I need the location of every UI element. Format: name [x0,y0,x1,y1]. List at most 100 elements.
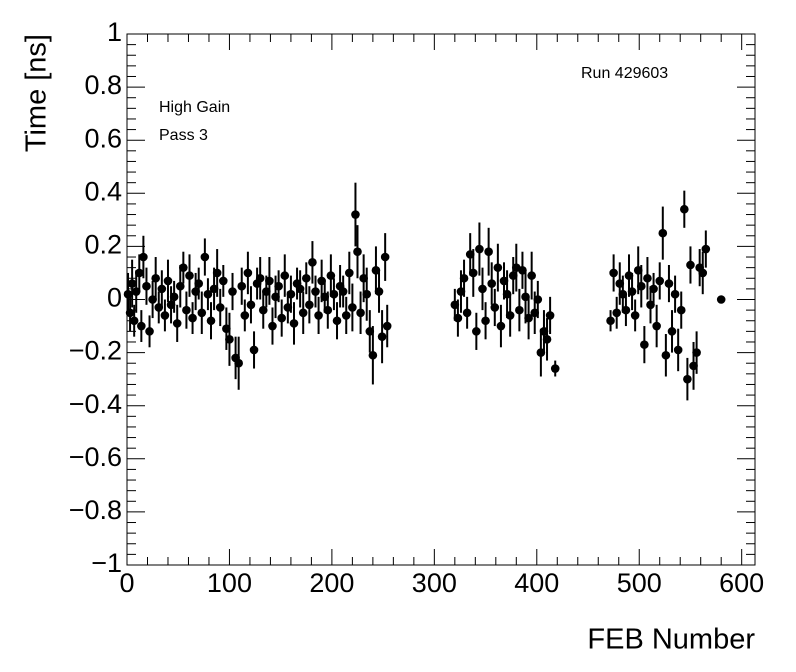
annotation: High Gain [159,99,230,116]
data-point [277,313,286,323]
data-point [188,313,197,323]
data-point [219,276,228,286]
data-point [311,287,320,296]
data-point [515,305,524,315]
data-point [197,308,207,318]
data-point [255,273,265,283]
data-point [353,247,362,257]
data-point [289,319,299,328]
data-point [609,268,618,278]
data-point [243,268,253,278]
data-point [630,311,640,320]
data-point [673,345,683,355]
data-point [280,271,290,280]
data-point [194,279,204,288]
data-point [163,276,173,286]
data-point [298,308,308,318]
data-point [305,300,314,310]
data-point [265,276,274,286]
data-point [462,308,472,318]
x-tick-label: 500 [617,568,662,598]
data-point [134,268,144,278]
data-point [640,340,649,349]
x-tick-label: 300 [412,568,457,598]
data-point [139,252,148,262]
data-point [453,313,463,323]
y-tick-label: 0.8 [84,70,122,100]
data-point [606,316,615,326]
data-point [621,305,631,315]
data-point [157,284,167,294]
data-point [527,271,536,280]
data-point [301,273,311,283]
data-point [237,281,247,291]
y-tick-label: 0 [107,283,122,313]
data-point [487,279,497,288]
data-point [670,289,680,299]
data-point [658,228,668,238]
data-point [484,247,493,257]
data-point [652,321,661,331]
data-point [667,327,677,336]
y-axis-title: Time [ns] [21,34,53,152]
data-point [127,279,137,288]
data-point [356,308,365,318]
data-point [550,364,560,373]
data-point [533,295,543,304]
data-point [200,252,210,262]
data-point [160,311,170,320]
data-point [212,268,222,278]
y-tick-label: 0.4 [84,176,122,206]
data-point [643,273,652,283]
data-point [341,311,351,320]
data-point [175,281,185,291]
y-tick-label: −0.2 [69,336,122,366]
data-point [542,335,552,344]
data-point [478,284,487,294]
y-tick-label: 0.6 [84,123,122,153]
data-point [627,287,637,296]
data-point [524,313,533,323]
data-point [286,289,296,299]
data-point [332,316,342,326]
data-point [676,305,686,315]
data-point [249,345,259,355]
data-point [172,319,182,328]
data-point [234,358,243,368]
x-tick-label: 0 [119,568,134,598]
data-point [475,244,484,254]
data-point [661,350,671,360]
x-tick-label: 400 [514,568,559,598]
y-tick-label: 1 [107,17,122,47]
data-point [228,287,237,296]
x-tick-label: 200 [309,568,354,598]
data-point [314,311,323,320]
annotation: Run 429603 [581,65,668,82]
data-point [151,273,160,283]
data-point [680,204,689,214]
data-point [468,268,478,278]
data-point [380,252,390,262]
data-point [179,263,188,272]
data-point [258,305,268,315]
data-point [664,279,674,288]
data-point [472,327,481,336]
data-point [268,321,277,331]
data-point [692,348,701,357]
data-point [348,303,357,312]
data-point [368,350,378,360]
data-point [182,305,191,315]
data-point [382,321,392,331]
data-point [505,311,515,320]
data-point [649,284,658,294]
data-point [129,316,139,326]
data-point [716,295,726,304]
data-point [545,311,555,320]
data-point [329,289,339,299]
data-point [345,268,354,278]
data-point [137,321,146,331]
data-point [683,374,692,384]
data-point [145,327,154,336]
y-tick-label: −0.8 [69,495,122,525]
